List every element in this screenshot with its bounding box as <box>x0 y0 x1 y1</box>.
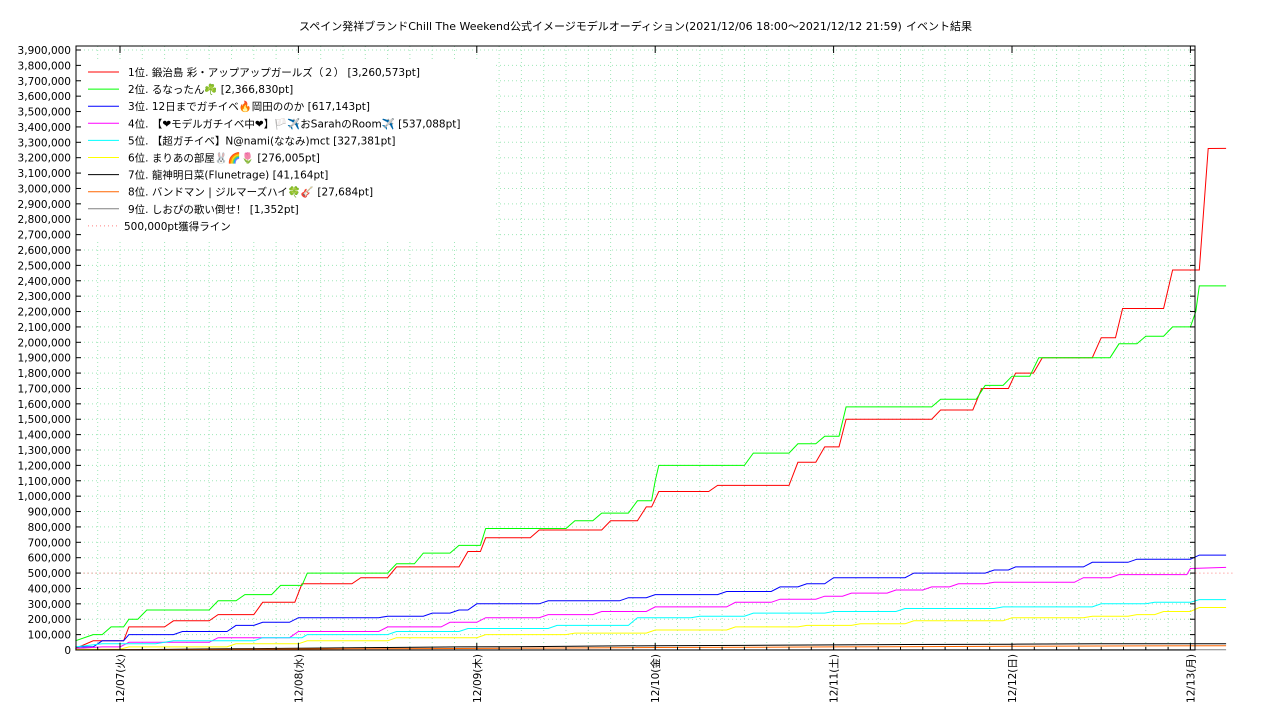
y-tick-label: 1,500,000 <box>18 414 71 426</box>
legend-label-7: 7位. 龍神明日菜(Flunetrage) [41,164pt] <box>128 169 328 182</box>
y-tick-label: 400,000 <box>28 583 71 595</box>
y-tick-label: 1,100,000 <box>18 476 71 488</box>
legend-label-10: 500,000pt獲得ライン <box>124 220 231 233</box>
chart-title: スペイン発祥ブランドChill The Weekend公式イメージモデルオーディ… <box>299 19 902 33</box>
y-tick-label: 0 <box>64 645 71 657</box>
y-tick-label: 2,500,000 <box>18 260 71 272</box>
y-tick-label: 3,000,000 <box>18 183 71 195</box>
legend-label-9: 9位. しおぴの歌い倒せ！ [1,352pt] <box>128 203 299 216</box>
x-tick-label: 12/09(木) <box>472 654 484 703</box>
legend-label-3: 3位. 12日までガチイベ🔥岡田ののか [617,143pt] <box>128 100 370 113</box>
x-tick-label: 12/08(水) <box>293 654 305 703</box>
chart-subtitle: イベント結果 <box>906 19 972 33</box>
y-tick-label: 1,000,000 <box>18 491 71 503</box>
y-tick-label: 3,100,000 <box>18 168 71 180</box>
y-tick-label: 3,700,000 <box>18 76 71 88</box>
series-line-5 <box>75 599 1227 648</box>
y-tick-label: 1,400,000 <box>18 430 71 442</box>
y-tick-label: 700,000 <box>28 537 71 549</box>
legend-label-4: 4位. 【❤︎モデルガチイベ中❤︎】🏳️✈️おSarahのRoom✈️ [537… <box>128 117 461 130</box>
legend-label-6: 6位. まりあの部屋🐰🌈🌷 [276,005pt] <box>128 152 320 165</box>
legend: 1位. 鍛治島 彩・アップアップガールズ（２） [3,260,573pt] 2位.… <box>83 60 495 240</box>
y-tick-label: 800,000 <box>28 522 71 534</box>
series-line-7 <box>75 643 1227 651</box>
y-tick-label: 600,000 <box>28 553 71 565</box>
y-tick-label: 2,000,000 <box>18 337 71 349</box>
series-line-2 <box>75 285 1227 642</box>
legend-label-1: 1位. 鍛治島 彩・アップアップガールズ（２） [3,260,573pt] <box>128 66 420 79</box>
y-tick-label: 1,700,000 <box>18 383 71 395</box>
y-tick-label: 2,300,000 <box>18 291 71 303</box>
y-tick-label: 3,200,000 <box>18 153 71 165</box>
series-line-6 <box>75 607 1227 650</box>
y-tick-label: 1,300,000 <box>18 445 71 457</box>
x-tick-label: 12/10(金) <box>649 654 662 703</box>
y-tick-label: 100,000 <box>28 630 71 642</box>
y-tick-label: 1,900,000 <box>18 353 71 365</box>
y-tick-label: 1,800,000 <box>18 368 71 380</box>
x-tick-label: 12/13(月) <box>1185 654 1197 703</box>
y-tick-label: 3,500,000 <box>18 107 71 119</box>
plot-frame <box>75 45 1196 651</box>
legend-label-5: 5位. 【超ガチイベ】N@nami(ななみ)mct [327,381pt] <box>128 134 396 147</box>
y-tick-label: 500,000 <box>28 568 71 580</box>
legend-background <box>83 60 495 240</box>
y-tick-label: 900,000 <box>28 507 71 519</box>
y-tick-label: 3,300,000 <box>18 137 71 149</box>
y-tick-label: 3,800,000 <box>18 60 71 72</box>
legend-label-2: 2位. るなったん☘️ [2,366,830pt] <box>128 83 293 96</box>
y-tick-label: 3,600,000 <box>18 91 71 103</box>
x-tick-label: 12/12(日) <box>1007 654 1019 703</box>
y-tick-label: 2,400,000 <box>18 276 71 288</box>
series-line-3 <box>75 554 1227 648</box>
y-tick-label: 3,400,000 <box>18 122 71 134</box>
y-tick-label: 300,000 <box>28 599 71 611</box>
x-tick-label: 12/07(火) <box>115 654 127 703</box>
y-tick-label: 2,900,000 <box>18 199 71 211</box>
y-tick-label: 2,700,000 <box>18 230 71 242</box>
legend-label-8: 8位. バンドマン | ジルマーズハイ🍀🎸 [27,684pt] <box>128 186 373 199</box>
y-tick-label: 2,100,000 <box>18 322 71 334</box>
x-tick-label: 12/11(土) <box>828 654 841 703</box>
y-tick-label: 2,200,000 <box>18 307 71 319</box>
y-tick-label: 200,000 <box>28 614 71 626</box>
y-tick-label: 2,600,000 <box>18 245 71 257</box>
series-line-1 <box>75 147 1227 649</box>
series-line-4 <box>75 566 1227 649</box>
y-tick-label: 3,900,000 <box>18 45 71 57</box>
y-tick-label: 2,800,000 <box>18 214 71 226</box>
y-tick-label: 1,200,000 <box>18 460 71 472</box>
y-tick-label: 1,600,000 <box>18 399 71 411</box>
axes-layer: 0 100,000 200,000 300,000 400,000 500,000 600,… <box>18 45 1198 703</box>
